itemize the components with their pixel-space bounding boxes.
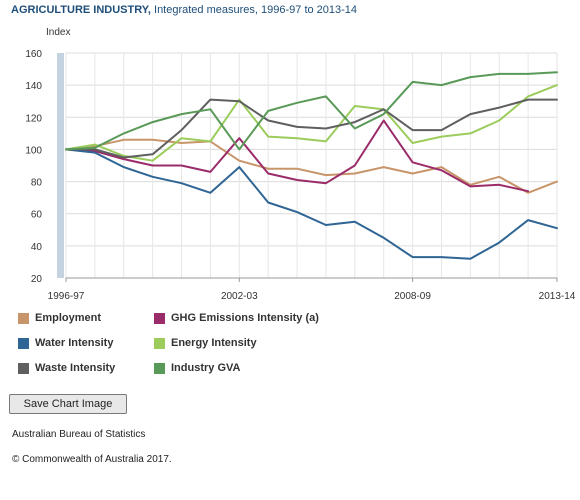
x-tick-label: 2008-09 xyxy=(394,291,431,300)
y-tick-label: 60 xyxy=(31,210,43,221)
legend-label: Employment xyxy=(35,312,102,324)
legend-label: GHG Emissions Intensity (a) xyxy=(171,312,319,324)
y-tick-label: 20 xyxy=(31,274,43,285)
legend-item: Energy Intensity xyxy=(154,337,257,349)
y-tick-label: 80 xyxy=(31,178,43,189)
y-axis-band xyxy=(57,53,64,278)
chart-legend: Employment GHG Emissions Intensity (a) Wat… xyxy=(18,312,418,387)
series-line-employment xyxy=(65,138,558,194)
save-chart-image-button[interactable]: Save Chart Image xyxy=(9,394,127,414)
legend-label: Waste Intensity xyxy=(35,362,116,374)
legend-swatch xyxy=(154,312,165,324)
legend-swatch xyxy=(154,362,165,374)
x-tick-label: 1996-97 xyxy=(48,291,85,300)
legend-swatch xyxy=(154,337,165,349)
legend-item: Industry GVA xyxy=(154,362,240,374)
y-tick-label: 120 xyxy=(25,113,42,124)
legend-item: Employment xyxy=(18,312,101,324)
legend-swatch xyxy=(18,337,29,349)
series-line-industry-gva xyxy=(65,71,558,151)
legend-label: Energy Intensity xyxy=(171,337,257,349)
legend-item: GHG Emissions Intensity (a) xyxy=(154,312,319,324)
series-line-energy-intensity xyxy=(65,84,558,162)
y-tick-label: 140 xyxy=(25,81,42,92)
series-line-waste-intensity xyxy=(65,98,558,159)
y-tick-label: 160 xyxy=(25,49,42,60)
legend-item: Water Intensity xyxy=(18,337,113,349)
y-tick-label: 40 xyxy=(31,242,43,253)
legend-label: Water Intensity xyxy=(35,337,114,349)
legend-item: Waste Intensity xyxy=(18,362,115,374)
series-line-ghg-emissions-intensity-a xyxy=(65,119,530,193)
line-chart: 20 40 60 80 100 120 140 160 Index 1996-97 2002-03 2… xyxy=(25,27,576,300)
x-tick-label: 2002-03 xyxy=(221,291,258,300)
legend-label: Industry GVA xyxy=(171,362,241,374)
legend-swatch xyxy=(18,362,29,374)
chart-title: AGRICULTURE INDUSTRY, Integrated measure… xyxy=(11,4,358,16)
series-line-water-intensity xyxy=(65,148,558,260)
copyright-text: © Commonwealth of Australia 2017. xyxy=(12,454,172,465)
legend-swatch xyxy=(18,312,29,324)
source-text: Australian Bureau of Statistics xyxy=(12,429,146,440)
x-tick-label: 2013-14 xyxy=(539,291,576,300)
y-tick-label: 100 xyxy=(25,145,42,156)
y-axis-label: Index xyxy=(46,27,70,38)
